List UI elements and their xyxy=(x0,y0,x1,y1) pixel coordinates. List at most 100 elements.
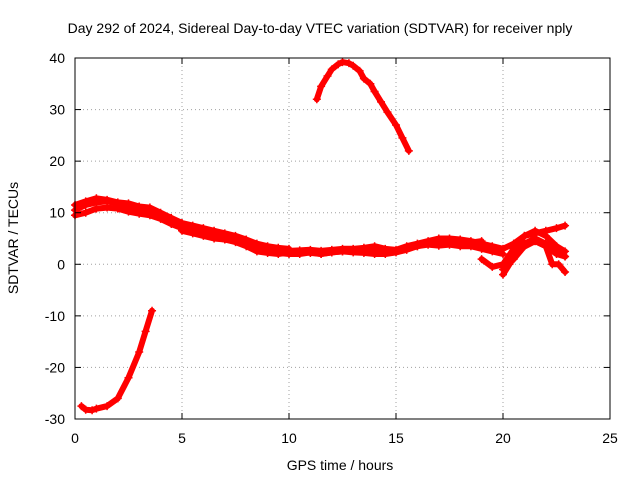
data-point xyxy=(349,248,358,257)
data-point xyxy=(178,219,186,228)
data-point xyxy=(210,226,219,235)
data-point xyxy=(338,247,347,256)
data-point xyxy=(252,243,261,252)
x-axis-ticks: 0 5 10 15 20 25 xyxy=(71,58,618,446)
x-tick-label: 5 xyxy=(178,430,186,446)
data-point xyxy=(113,198,122,207)
y-tick-label: 30 xyxy=(49,102,65,118)
data-point xyxy=(92,194,101,203)
data-point xyxy=(323,72,332,81)
plot-border xyxy=(74,57,611,420)
data-point xyxy=(552,249,561,258)
data-point xyxy=(477,244,486,253)
data-point xyxy=(188,221,197,230)
data-point xyxy=(477,255,486,264)
x-tick-label: 15 xyxy=(388,430,404,446)
data-point xyxy=(92,404,101,413)
data-point xyxy=(199,231,208,240)
data-point xyxy=(355,66,364,75)
data-point xyxy=(456,242,465,251)
data-point xyxy=(477,237,486,246)
data-point xyxy=(124,199,133,208)
y-tick-label: -20 xyxy=(45,359,65,375)
data-point xyxy=(124,373,133,382)
data-point xyxy=(516,244,525,253)
data-point xyxy=(312,95,321,104)
data-point xyxy=(135,202,144,211)
y-tick-label: 20 xyxy=(49,153,65,169)
data-point xyxy=(413,242,422,251)
chart-title: Day 292 of 2024, Sidereal Day-to-day VTE… xyxy=(68,20,573,36)
x-tick-label: 20 xyxy=(495,430,511,446)
series-arc-late-4 xyxy=(503,237,570,264)
data-point xyxy=(156,208,165,217)
data-point xyxy=(274,248,283,257)
x-tick-label: 0 xyxy=(71,430,79,446)
data-point xyxy=(220,235,229,244)
data-point xyxy=(531,226,540,235)
data-point xyxy=(210,234,219,243)
data-point xyxy=(317,82,326,91)
data-point xyxy=(263,247,272,256)
data-point xyxy=(520,231,529,240)
data-point xyxy=(148,306,157,315)
data-point xyxy=(295,249,304,258)
data-point xyxy=(370,249,379,258)
data-point xyxy=(381,249,390,258)
data-point xyxy=(135,209,144,218)
data-point xyxy=(499,249,507,258)
data-point xyxy=(404,146,413,155)
data-point xyxy=(103,203,112,212)
y-tick-label: 10 xyxy=(49,205,65,221)
data-point xyxy=(103,402,112,411)
data-point xyxy=(488,247,497,256)
data-point xyxy=(306,248,315,257)
x-tick-label: 10 xyxy=(281,430,297,446)
data-point xyxy=(359,74,368,83)
data-points xyxy=(71,58,570,415)
data-point xyxy=(327,248,336,257)
data-point xyxy=(327,65,336,74)
data-point xyxy=(377,97,386,106)
data-point xyxy=(554,260,563,269)
data-point xyxy=(145,203,154,212)
y-tick-label: 40 xyxy=(49,50,65,66)
data-point xyxy=(383,108,392,117)
data-point xyxy=(424,240,433,249)
data-point xyxy=(334,60,343,69)
data-point xyxy=(445,240,454,249)
data-point xyxy=(199,224,208,233)
data-point xyxy=(338,58,347,67)
data-point xyxy=(344,59,353,68)
y-tick-label: 0 xyxy=(57,256,65,272)
data-point xyxy=(531,237,540,246)
data-point xyxy=(541,242,550,251)
data-point xyxy=(88,406,97,415)
data-point xyxy=(135,347,144,356)
data-point xyxy=(317,249,326,258)
grid xyxy=(75,58,610,419)
data-point xyxy=(145,211,154,220)
data-point xyxy=(561,268,570,277)
data-point xyxy=(488,262,497,271)
data-point xyxy=(466,242,475,251)
y-tick-label: -30 xyxy=(45,411,65,427)
data-point xyxy=(242,239,251,248)
data-point xyxy=(231,237,240,246)
data-point xyxy=(188,229,197,238)
data-point xyxy=(561,221,570,230)
data-point xyxy=(398,133,407,142)
series-arc-main-4 xyxy=(178,226,507,258)
data-point xyxy=(285,249,293,258)
data-point xyxy=(81,197,90,206)
data-point xyxy=(81,208,90,217)
data-point xyxy=(552,224,561,233)
y-tick-label: -10 xyxy=(45,308,65,324)
data-point xyxy=(499,265,507,274)
data-point xyxy=(92,204,101,213)
data-point xyxy=(366,79,375,88)
data-point xyxy=(167,213,176,222)
data-point xyxy=(178,226,186,235)
data-point xyxy=(392,121,400,130)
